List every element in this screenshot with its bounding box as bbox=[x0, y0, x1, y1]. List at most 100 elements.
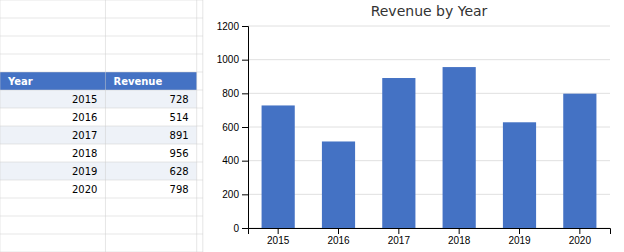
grid bbox=[248, 26, 610, 228]
x-tick-label: 2020 bbox=[569, 235, 592, 246]
x-tick-mark bbox=[278, 228, 279, 234]
x-tick-label: 2017 bbox=[388, 235, 411, 246]
y-tick-label: 200 bbox=[222, 189, 239, 200]
x-tick-mark bbox=[338, 228, 339, 234]
table-row-bg bbox=[0, 162, 197, 180]
table-row-bg bbox=[0, 126, 197, 144]
table-header: Revenue bbox=[113, 76, 162, 87]
table-cell: 628 bbox=[170, 166, 189, 177]
y-tick-mark bbox=[242, 194, 248, 195]
grid-line bbox=[248, 160, 610, 161]
y-tick-label: 400 bbox=[222, 155, 239, 166]
table-grid-line bbox=[0, 90, 203, 91]
y-axis: 0 200 400 600 800 1000 1200 bbox=[217, 21, 249, 234]
x-axis-line bbox=[249, 229, 611, 235]
table-row-bg bbox=[0, 108, 197, 126]
y-tick-label: 800 bbox=[222, 88, 239, 99]
x-tick-label: 2016 bbox=[327, 235, 350, 246]
table-grid-line bbox=[0, 198, 203, 199]
table-grid-line bbox=[202, 0, 203, 252]
title: Revenue by Year bbox=[371, 3, 488, 19]
figure: Year Revenue 2015 728 2016 514 2017 891 2018 956 2… bbox=[0, 0, 624, 252]
y-tick-label: 1000 bbox=[217, 54, 240, 65]
y-tick: 200 bbox=[222, 189, 248, 200]
x-tick-mark bbox=[519, 228, 520, 234]
table-grid-line bbox=[0, 0, 1, 252]
grid-line bbox=[248, 127, 610, 128]
table-grid-line bbox=[0, 54, 203, 55]
y-tick: 0 bbox=[233, 223, 248, 234]
x-tick: 2016 bbox=[327, 228, 350, 246]
table-cell: 728 bbox=[170, 94, 189, 105]
x-tick: 2020 bbox=[569, 228, 592, 246]
x-tick-label: 2019 bbox=[508, 235, 531, 246]
table-grid-line bbox=[0, 36, 203, 37]
spreadsheet: Year Revenue 2015 728 2016 514 2017 891 2018 956 2… bbox=[0, 0, 203, 252]
bar bbox=[322, 141, 355, 228]
x-tick: 2017 bbox=[388, 228, 411, 246]
table-grid-line bbox=[196, 0, 197, 252]
table-row-bg bbox=[0, 144, 197, 162]
table-grid-line bbox=[0, 126, 203, 127]
table-grid-line bbox=[0, 18, 203, 19]
grid-line bbox=[248, 59, 610, 60]
table-grid-line bbox=[0, 0, 203, 1]
y-tick: 800 bbox=[222, 88, 248, 99]
x-tick: 2018 bbox=[448, 228, 471, 246]
x-axis: 2015 2016 2017 2018 2019 2020 bbox=[249, 228, 611, 246]
y-tick-label: 0 bbox=[233, 223, 239, 234]
table-grid-line bbox=[0, 234, 203, 235]
table-header-bg bbox=[0, 72, 197, 90]
y-tick: 600 bbox=[222, 122, 248, 133]
y-tick-label: 1200 bbox=[217, 21, 240, 32]
x-tick-label: 2018 bbox=[448, 235, 471, 246]
y-tick: 1000 bbox=[217, 54, 248, 65]
table-row-bg bbox=[0, 180, 197, 198]
table-cell: 956 bbox=[170, 148, 189, 159]
bar bbox=[503, 122, 536, 228]
y-tick-label: 600 bbox=[222, 122, 239, 133]
x-tick: 2019 bbox=[508, 228, 531, 246]
table-cell: 2015 bbox=[72, 94, 97, 105]
table-cell: 2017 bbox=[72, 130, 97, 141]
y-tick-mark bbox=[242, 60, 248, 61]
table-cell: 514 bbox=[170, 112, 189, 123]
y-tick-mark bbox=[242, 26, 248, 27]
table-grid-line bbox=[0, 72, 203, 73]
bars bbox=[262, 67, 597, 228]
x-tick-mark bbox=[398, 228, 399, 234]
table-cell: 891 bbox=[170, 130, 189, 141]
x-tick-label: 2015 bbox=[267, 235, 290, 246]
table-grid-line bbox=[0, 216, 203, 217]
bar bbox=[382, 78, 415, 228]
table-grid-line bbox=[0, 180, 203, 181]
bar bbox=[443, 67, 476, 228]
table-grid-line bbox=[105, 0, 106, 252]
table-cell: 2018 bbox=[72, 148, 97, 159]
grid-line bbox=[248, 93, 610, 94]
table-cell: 2019 bbox=[72, 166, 97, 177]
x-tick-mark bbox=[579, 228, 580, 234]
y-tick-mark bbox=[242, 161, 248, 162]
table-grid-line bbox=[0, 144, 203, 145]
bar bbox=[262, 105, 295, 228]
table-header: Year bbox=[7, 76, 33, 87]
y-tick-mark bbox=[242, 93, 248, 94]
y-tick: 1200 bbox=[217, 21, 248, 32]
x-tick: 2015 bbox=[267, 228, 290, 246]
y-tick-mark bbox=[242, 127, 248, 128]
table-cell: 2016 bbox=[72, 112, 97, 123]
table-cell: 2020 bbox=[72, 184, 97, 195]
bar-chart: 0200400600800100012002015201620172018201… bbox=[217, 21, 611, 246]
x-tick-mark bbox=[459, 228, 460, 234]
bar bbox=[563, 94, 596, 228]
y-tick-mark bbox=[242, 228, 248, 229]
table-cell: 798 bbox=[170, 184, 189, 195]
table-grid-line bbox=[0, 162, 203, 163]
table-row-bg bbox=[0, 90, 197, 108]
y-axis-line bbox=[242, 27, 249, 229]
grid-line bbox=[248, 194, 610, 195]
y-tick: 400 bbox=[222, 155, 248, 166]
table-grid-line bbox=[0, 108, 203, 109]
grid-line bbox=[248, 26, 610, 27]
